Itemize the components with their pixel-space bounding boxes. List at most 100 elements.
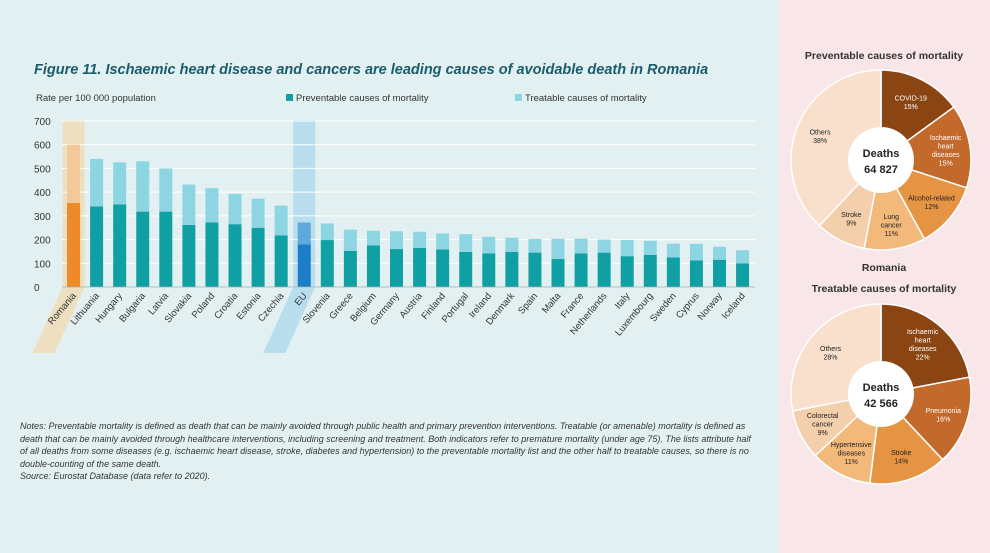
bar-treatable-luxembourg bbox=[643, 240, 657, 255]
bar-preventable-austria bbox=[413, 247, 427, 287]
bar-treatable-norway bbox=[712, 246, 726, 260]
highlight-band-tail-eu bbox=[263, 287, 316, 353]
preventable-pie-title: Preventable causes of mortality bbox=[804, 50, 964, 62]
figure-title: Figure 11. Ischaemic heart disease and c… bbox=[34, 62, 709, 78]
bar-preventable-france bbox=[574, 253, 588, 287]
pie-slice-label: heart bbox=[938, 144, 954, 151]
y-axis-label: Rate per 100 000 population bbox=[36, 93, 156, 104]
bar-preventable-luxembourg bbox=[643, 254, 657, 287]
y-tick-label: 400 bbox=[34, 188, 51, 199]
bar-preventable-netherlands bbox=[597, 252, 611, 287]
pie-slice-label: diseases bbox=[932, 152, 960, 159]
y-tick-label: 600 bbox=[34, 141, 51, 152]
pie-center-label: Deaths bbox=[863, 382, 900, 394]
bar-preventable-denmark bbox=[505, 251, 519, 287]
bar-treatable-sweden bbox=[666, 243, 680, 258]
bar-treatable-spain bbox=[528, 238, 542, 253]
pie-slice-value: 28% bbox=[824, 354, 838, 361]
bar-preventable-latvia bbox=[159, 211, 173, 287]
pie-slice-others bbox=[790, 69, 882, 227]
bar-preventable-ireland bbox=[482, 253, 496, 287]
pie-slice-label: cancer bbox=[881, 223, 903, 230]
bar-treatable-eu bbox=[297, 222, 311, 245]
bar-preventable-cyprus bbox=[689, 260, 703, 287]
bar-treatable-iceland bbox=[736, 250, 750, 264]
bar-treatable-romania bbox=[67, 144, 81, 203]
pie-center bbox=[848, 127, 914, 193]
bar-treatable-croatia bbox=[228, 193, 242, 225]
bar-treatable-finland bbox=[436, 233, 450, 250]
bar-treatable-ireland bbox=[482, 236, 496, 254]
pie-slice-value: 9% bbox=[818, 430, 828, 437]
pie-slice-value: 11% bbox=[845, 459, 859, 466]
bar-preventable-spain bbox=[528, 252, 542, 287]
bar-treatable-estonia bbox=[251, 198, 265, 228]
x-tick-label: Iceland bbox=[720, 291, 748, 322]
bar-preventable-malta bbox=[551, 259, 565, 287]
legend-label-preventable: Preventable causes of mortality bbox=[296, 93, 429, 104]
pie-center-value: 42 566 bbox=[864, 398, 898, 410]
pie-slice-label: diseases bbox=[909, 346, 937, 353]
pie-slice-label: Ischaemic bbox=[930, 135, 962, 142]
y-tick-label: 200 bbox=[34, 236, 51, 247]
y-tick-label: 700 bbox=[34, 117, 51, 128]
bar-treatable-czechia bbox=[274, 205, 288, 236]
bar-treatable-slovakia bbox=[182, 184, 196, 225]
pie-slice-label: Others bbox=[810, 130, 832, 137]
bar-chart: 0 100 200 300 400 500 600 700 Rate per 100 000 p… bbox=[32, 93, 755, 353]
pie-slice-value: 22% bbox=[916, 354, 930, 361]
treatable-pie-title: Treatable causes of mortality bbox=[811, 283, 957, 295]
bar-treatable-italy bbox=[620, 240, 634, 257]
pie-slice-label: Hypertensive bbox=[831, 442, 872, 449]
bar-treatable-netherlands bbox=[597, 239, 611, 253]
pie-slice-value: 12% bbox=[924, 204, 938, 211]
pie-slice-label: Colorectal bbox=[807, 413, 839, 420]
bar-preventable-iceland bbox=[736, 263, 750, 287]
pie-slice-ischaemic-heart-diseases bbox=[879, 106, 972, 189]
pie-slice-label: Pneumonia bbox=[926, 408, 962, 415]
pie-center-value: 64 827 bbox=[864, 164, 898, 176]
bar-preventable-hungary bbox=[113, 204, 127, 287]
y-tick-label: 0 bbox=[34, 283, 40, 294]
x-tick-label: Spain bbox=[516, 291, 540, 317]
pie-slice-label: Stroke bbox=[841, 212, 861, 219]
source-text: Source: Eurostat Database (data refer to… bbox=[20, 471, 211, 482]
bar-preventable-italy bbox=[620, 256, 634, 287]
bar-treatable-greece bbox=[343, 229, 357, 251]
pie-slice-label: Stroke bbox=[891, 450, 911, 457]
bar-preventable-romania bbox=[67, 202, 81, 287]
treatable-pie-chart: Ischaemicheartdiseases22%Pneumonia16%Str… bbox=[790, 303, 972, 485]
bar-preventable-belgium bbox=[366, 245, 380, 287]
legend-swatch-treatable bbox=[515, 94, 522, 101]
x-tick-label: Italy bbox=[613, 291, 633, 312]
pie-slice-value: 14% bbox=[894, 459, 908, 466]
y-tick-label: 500 bbox=[34, 164, 51, 175]
bar-treatable-belgium bbox=[366, 230, 380, 246]
notes-text: Notes: Preventable mortality is defined … bbox=[20, 421, 751, 469]
highlight-band-tail-romania bbox=[32, 287, 85, 353]
bar-preventable-croatia bbox=[228, 224, 242, 287]
bar-treatable-austria bbox=[413, 231, 427, 248]
bar-preventable-czechia bbox=[274, 235, 288, 287]
bar-treatable-poland bbox=[205, 188, 219, 223]
bar-preventable-portugal bbox=[459, 251, 473, 287]
bar-treatable-latvia bbox=[159, 168, 173, 212]
bar-treatable-cyprus bbox=[689, 243, 703, 261]
pie-slice-label: Ischaemic bbox=[907, 329, 939, 336]
pie-slice-value: 16% bbox=[936, 416, 950, 423]
bar-treatable-portugal bbox=[459, 234, 473, 252]
bar-preventable-norway bbox=[712, 259, 726, 287]
bar-treatable-france bbox=[574, 238, 588, 254]
country-label: Romania bbox=[861, 262, 907, 274]
legend-swatch-preventable bbox=[286, 94, 293, 101]
bar-preventable-sweden bbox=[666, 257, 680, 287]
bar-preventable-eu bbox=[297, 244, 311, 287]
bar-treatable-germany bbox=[390, 231, 404, 250]
pie-slice-value: 9% bbox=[846, 221, 856, 228]
bar-treatable-lithuania bbox=[90, 158, 104, 207]
bar-treatable-bulgaria bbox=[136, 161, 150, 212]
bar-preventable-poland bbox=[205, 222, 219, 287]
pie-slice-value: 11% bbox=[884, 231, 898, 238]
bar-treatable-hungary bbox=[113, 162, 127, 205]
pie-slice-label: Others bbox=[820, 346, 842, 353]
